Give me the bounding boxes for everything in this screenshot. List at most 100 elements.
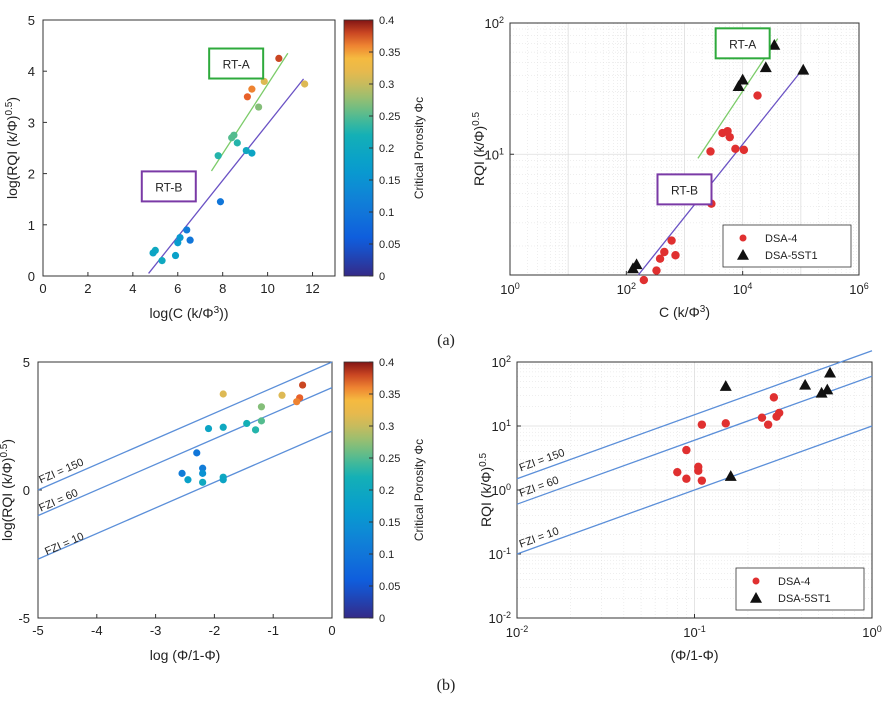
x-tick-label: 100: [862, 624, 881, 640]
y-tick-label: 100: [492, 482, 511, 498]
y-tick-label: 101: [492, 418, 511, 434]
dsa-4-point: [753, 91, 762, 100]
data-point: [255, 103, 263, 111]
data-point: [248, 149, 256, 157]
dsa-5st1-point: [759, 61, 772, 73]
colorbar-tick-label: 0.3: [379, 79, 394, 91]
dsa-5st1-point: [724, 470, 737, 481]
data-point: [171, 251, 180, 260]
x-tick-label: -3: [150, 623, 162, 638]
data-point: [199, 464, 207, 472]
y-tick-label: 10-2: [489, 610, 511, 626]
legend-dsa-4-label: DSA-4: [778, 576, 810, 588]
legend-box: [735, 567, 865, 611]
colorbar-tick-label: 0.35: [379, 389, 400, 401]
trend-line-fzi-150: [37, 361, 333, 491]
data-point: [184, 476, 192, 484]
colorbar-tick-label: 0.35: [379, 47, 400, 59]
x-tick-label: -2: [209, 623, 221, 638]
dsa-5st1-point: [732, 80, 745, 91]
dsa-4-point: [763, 420, 773, 429]
data-point: [219, 423, 227, 431]
trend-line-rt-a: [210, 52, 289, 172]
data-point: [216, 198, 225, 206]
trend-line-fzi-150: [516, 350, 873, 480]
dsa-5st1-point: [736, 73, 749, 85]
data-point: [299, 381, 307, 389]
colorbar-tick-label: 0: [379, 271, 385, 283]
data-point: [204, 424, 213, 433]
y-tick-label: 4: [28, 64, 35, 79]
y-tick-label: 102: [492, 354, 511, 370]
dsa-4-point: [697, 420, 707, 429]
dsa-4-point: [757, 413, 767, 422]
colorbar-tick-label: 0.15: [379, 517, 400, 529]
dsa-4-point: [718, 128, 727, 138]
legend-box: [722, 224, 852, 268]
y-tick-label: 2: [28, 167, 35, 182]
type-rt-b-label: RT-B: [155, 180, 182, 194]
y-tick-label: 10-1: [489, 546, 511, 562]
colorbar-tick-label: 0.25: [379, 453, 400, 465]
x-tick-label: 6: [174, 281, 181, 296]
colorbar-tick-label: 0.3: [379, 421, 394, 433]
legend-dsa-4-marker: [739, 234, 747, 242]
legend-dsa-5st1-marker: [737, 249, 749, 260]
dsa-5st1-point: [799, 378, 812, 390]
colorbar-tick-label: 0.4: [379, 15, 394, 27]
dsa-5st1-point: [626, 262, 639, 274]
colorbar-tick-label: 0.2: [379, 485, 394, 497]
trend-line-fzi-10: [516, 425, 873, 555]
data-point: [257, 403, 266, 411]
data-point: [275, 54, 283, 63]
y-tick-label: 101: [485, 146, 504, 162]
data-point: [248, 85, 256, 93]
dsa-4-point: [731, 144, 740, 154]
data-point: [242, 146, 250, 155]
colorbar-tick-label: 0.2: [379, 143, 394, 155]
data-point: [243, 93, 251, 101]
x-axis-label: log (Φ/1-Φ): [150, 647, 221, 663]
caption-a: (a): [437, 332, 455, 349]
colorbar-label: Critical Porosity Φc: [412, 439, 426, 541]
data-point: [199, 469, 207, 477]
dsa-4-point: [671, 251, 680, 260]
dsa-4-point: [639, 275, 649, 285]
trend-line-rt-b: [148, 78, 305, 274]
dsa-4-point: [655, 254, 665, 263]
dsa-4-point: [706, 147, 715, 156]
data-point: [228, 134, 236, 142]
legend-dsa-5st1-label: DSA-5ST1: [778, 593, 831, 605]
colorbar-label: Critical Porosity Φc: [412, 97, 426, 199]
y-tick-label: 0: [23, 483, 30, 498]
legend-dsa-5st1-marker: [750, 592, 762, 603]
plot-frame: [509, 22, 860, 276]
data-point: [243, 419, 251, 428]
legend-dsa-4-marker: [752, 577, 760, 585]
x-tick-label: 102: [617, 281, 636, 297]
x-tick-label: 0: [39, 281, 46, 296]
type-rt-b-box: [656, 173, 713, 206]
data-point: [214, 152, 222, 160]
type-rt-a-box: [208, 47, 265, 80]
dsa-4-point: [725, 132, 734, 142]
x-tick-label: -1: [267, 623, 279, 638]
colorbar-tick-label: 0.4: [379, 357, 394, 369]
y-axis-label: RQI (k/Φ)0.5: [478, 453, 495, 528]
dsa-5st1-point: [815, 386, 828, 398]
dsa-4-point: [721, 419, 730, 428]
x-tick-label: 10-2: [506, 624, 528, 640]
dsa-4-point: [739, 145, 749, 155]
y-axis-label: log(RQI (k/Φ)0.5): [0, 439, 15, 541]
plot-frame: [42, 19, 336, 277]
trend-line-fzi-60: [516, 375, 873, 505]
dsa-4-point: [769, 393, 779, 402]
caption-b: (b): [437, 677, 456, 694]
y-axis-label: log(RQI (k/Φ)0.5): [4, 97, 21, 199]
y-tick-label: 102: [485, 15, 504, 31]
data-point: [193, 449, 201, 457]
data-point: [176, 234, 184, 242]
dsa-4-point: [652, 266, 661, 275]
